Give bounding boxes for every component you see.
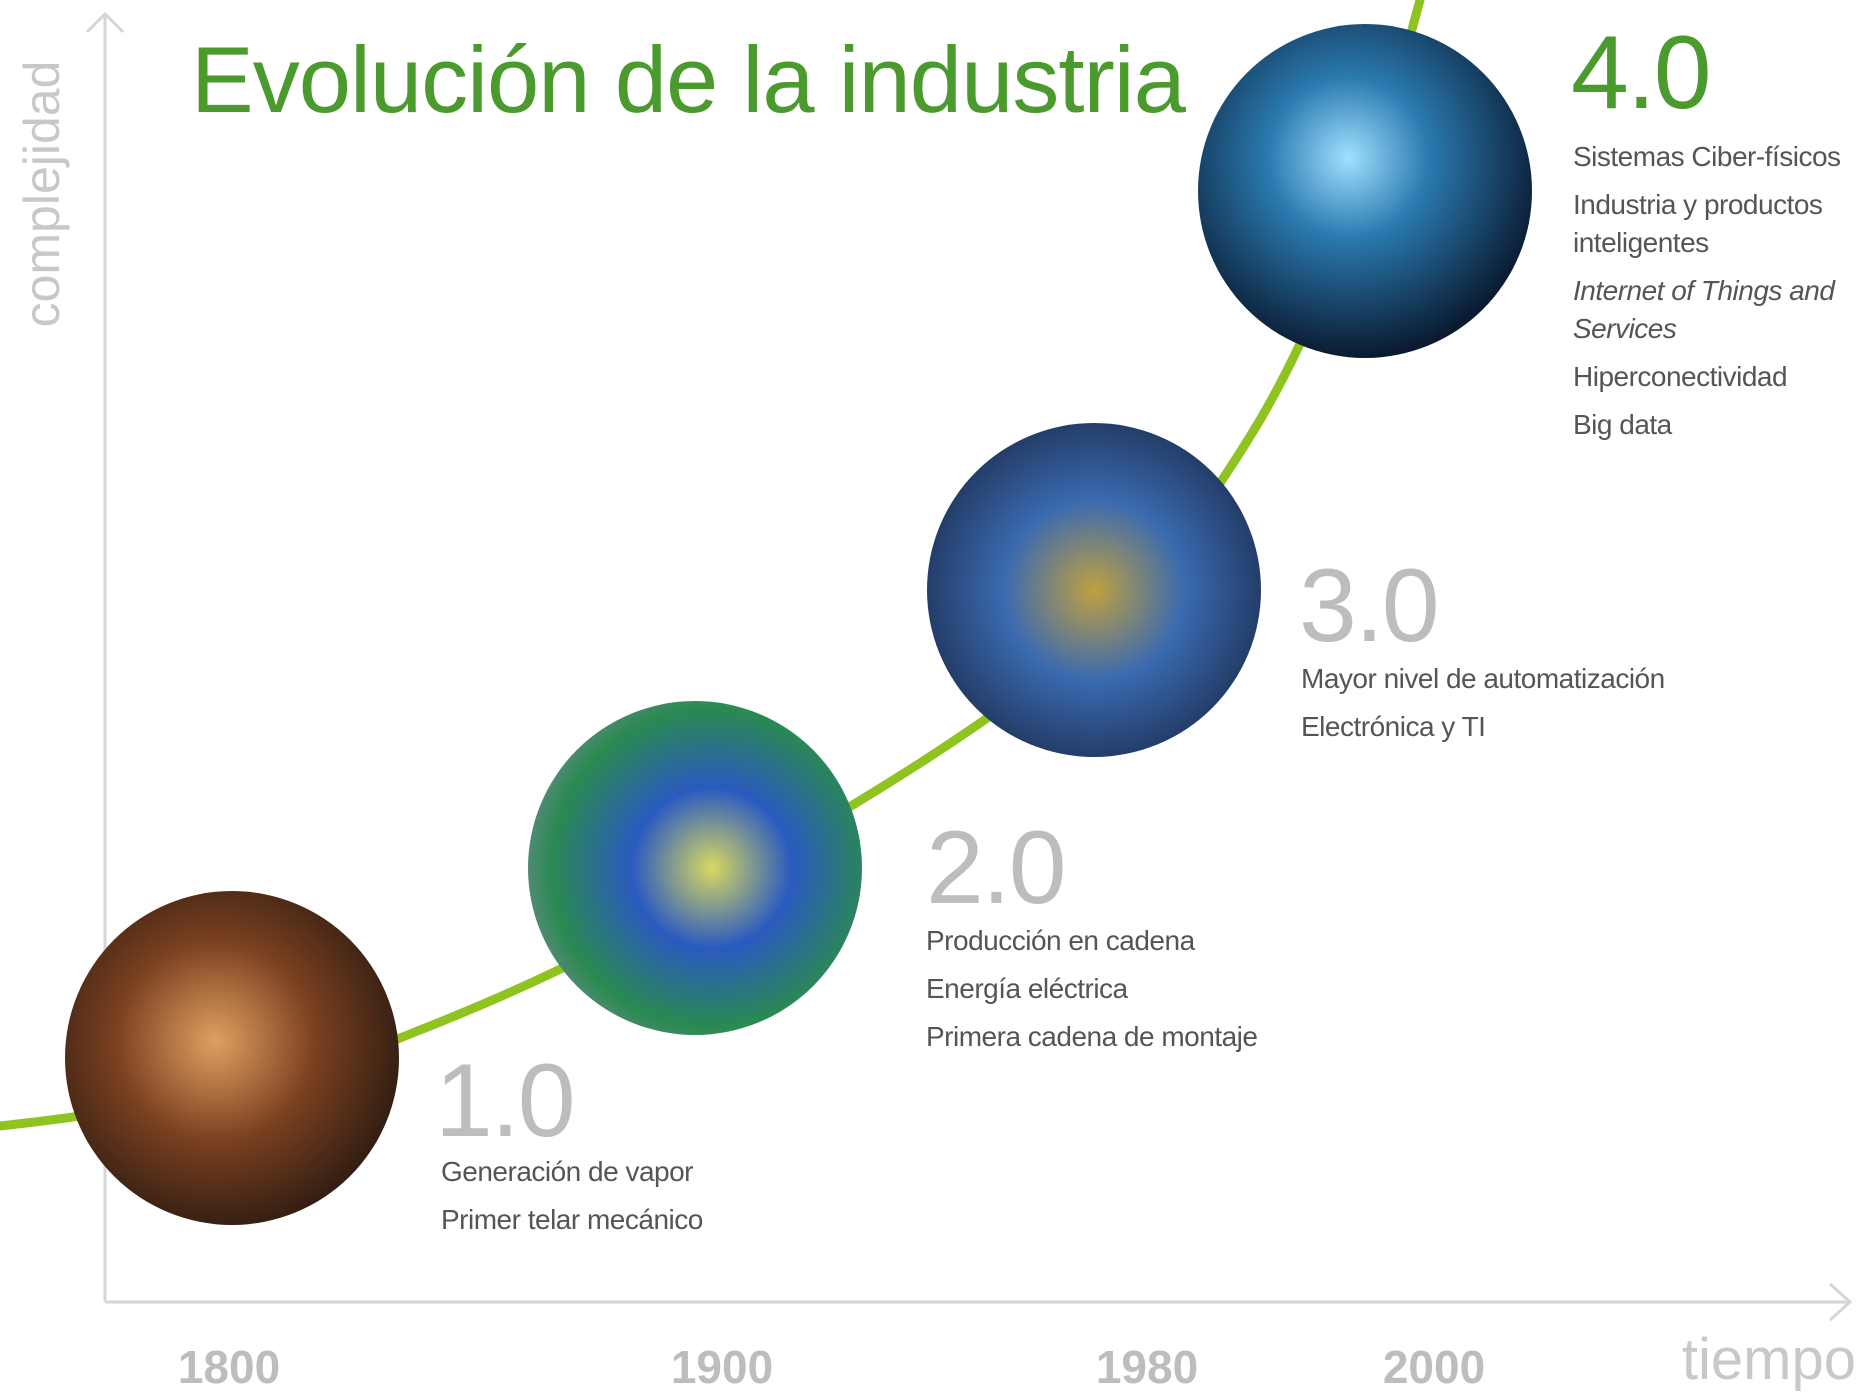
stage-label: 4.0 <box>1571 15 1712 131</box>
photo-digital <box>1198 24 1532 358</box>
stage-item: Sistemas Ciber-físicos <box>1573 141 1841 172</box>
title: Evolución de la industria <box>191 27 1186 132</box>
stage-label: 1.0 <box>435 1043 576 1159</box>
stage-item: Producción en cadena <box>926 925 1195 956</box>
stage-label: 2.0 <box>926 810 1067 926</box>
y-arrow <box>85 11 125 34</box>
stage-item: Primer telar mecánico <box>441 1204 703 1235</box>
year-label: 1800 <box>177 1341 281 1393</box>
stage-item: Big data <box>1573 409 1672 440</box>
stage-item: Mayor nivel de automatización <box>1301 663 1665 694</box>
stage-item: Energía eléctrica <box>926 973 1128 1004</box>
year-label: 1980 <box>1095 1341 1199 1393</box>
photo-steam <box>65 891 399 1225</box>
year-label: 1900 <box>670 1341 774 1393</box>
stage-item: Generación de vapor <box>441 1156 694 1187</box>
stage-label: 3.0 <box>1299 548 1440 664</box>
photo-assembly <box>528 701 862 1035</box>
stage-item: Services <box>1573 313 1677 344</box>
y-axis-label: complejidad <box>14 60 70 328</box>
stage-item: Industria y productos <box>1573 189 1823 220</box>
stage-item: Hiperconectividad <box>1573 361 1788 392</box>
stage-item: inteligentes <box>1573 227 1709 258</box>
stage-item: Primera cadena de montaje <box>926 1021 1258 1052</box>
stage-item: Electrónica y TI <box>1301 711 1486 742</box>
x-arrow <box>1828 1282 1853 1322</box>
stage-item: Internet of Things and <box>1573 275 1835 306</box>
photo-automation <box>927 423 1261 757</box>
x-axis-label: tiempo <box>1681 1327 1856 1392</box>
year-label: 2000 <box>1382 1341 1486 1393</box>
